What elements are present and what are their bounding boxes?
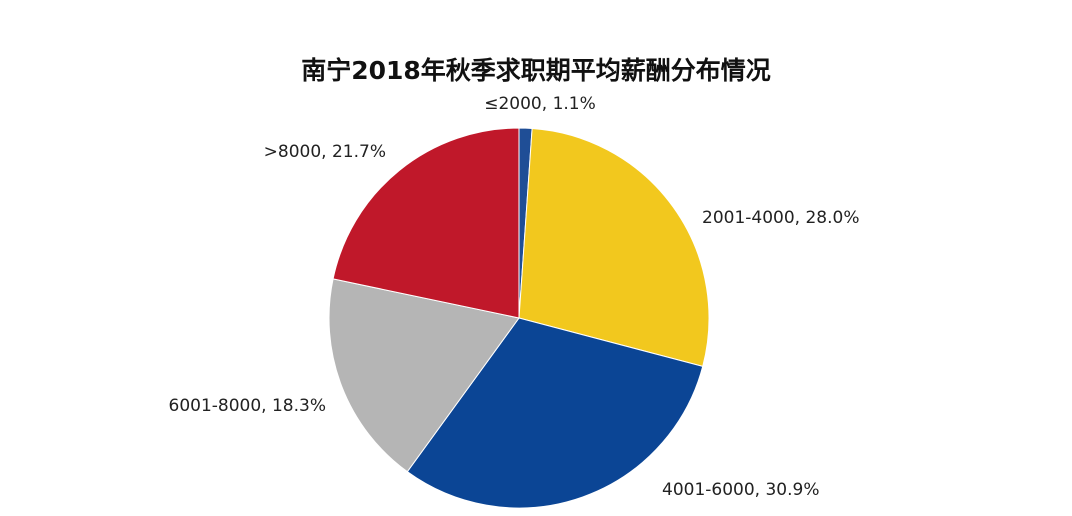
label-separator: , xyxy=(261,396,272,416)
label-value: 18.3% xyxy=(272,396,326,416)
pie-slice xyxy=(332,127,520,319)
pie-slice xyxy=(406,317,704,509)
label-category: ≤2000 xyxy=(484,94,542,114)
data-label: 6001-8000, 18.3% xyxy=(169,396,327,416)
label-value: 28.0% xyxy=(805,208,859,228)
label-value: 1.1% xyxy=(553,94,596,114)
label-value: 21.7% xyxy=(332,142,386,162)
label-category: 6001-8000 xyxy=(169,396,262,416)
label-separator: , xyxy=(795,208,806,228)
data-label: 2001-4000, 28.0% xyxy=(702,208,860,228)
label-category: >8000 xyxy=(264,142,322,162)
chart-title: 南宁2018年秋季求职期平均薪酬分布情况 xyxy=(301,56,771,85)
pie-slice xyxy=(518,127,710,368)
label-separator: , xyxy=(321,142,332,162)
label-category: 4001-6000 xyxy=(662,480,755,500)
label-value: 30.9% xyxy=(765,480,819,500)
pie-slice xyxy=(328,278,520,473)
label-separator: , xyxy=(755,480,766,500)
data-label: ≤2000, 1.1% xyxy=(484,94,596,114)
label-separator: , xyxy=(542,94,553,114)
data-label: >8000, 21.7% xyxy=(264,142,386,162)
data-label: 4001-6000, 30.9% xyxy=(662,480,820,500)
label-category: 2001-4000 xyxy=(702,208,795,228)
